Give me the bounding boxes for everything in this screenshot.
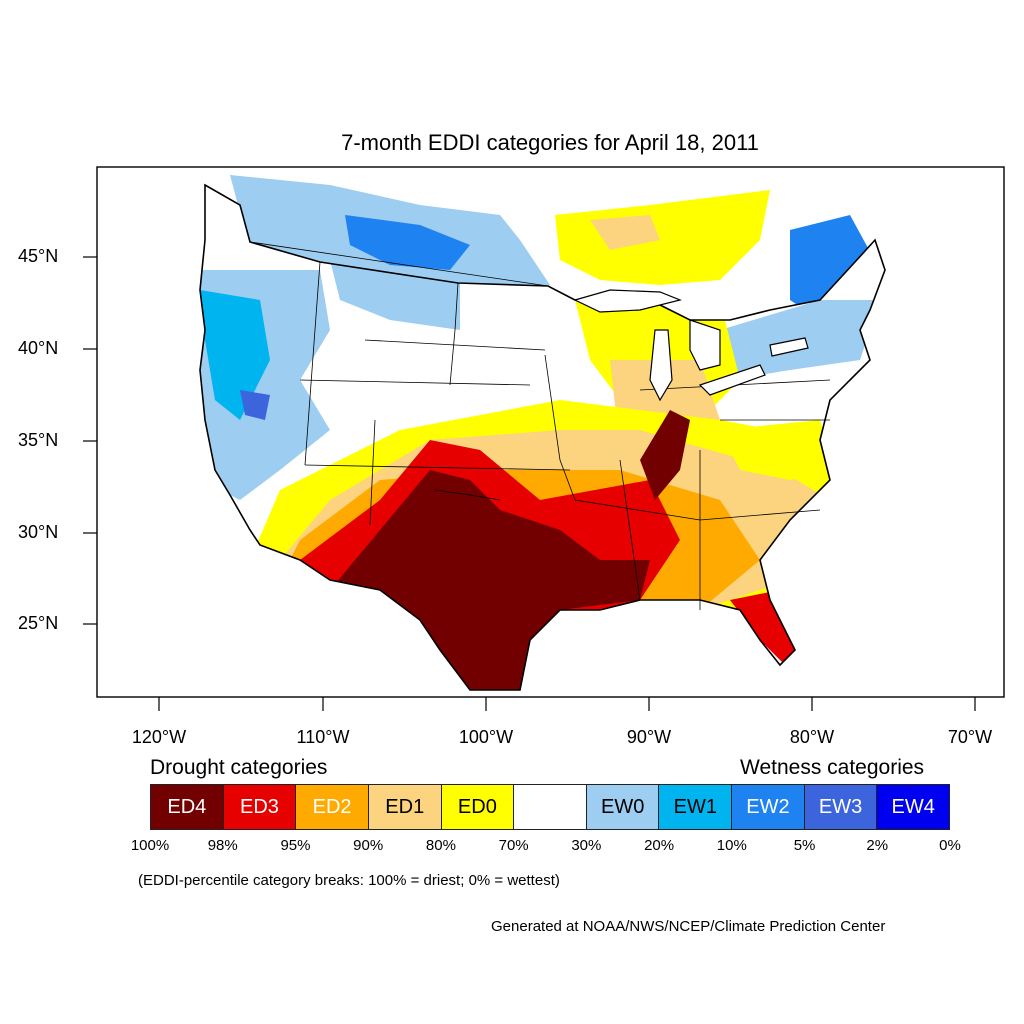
lake-ontario <box>769 337 809 357</box>
lon-label-120: 120°W <box>131 727 187 747</box>
drought-heading: Drought categories <box>150 756 328 779</box>
mid-atlantic-ed0-region <box>720 420 835 480</box>
map-plot-area <box>199 175 886 691</box>
lat-label-40: 40°N <box>18 338 59 358</box>
lat-ticks <box>83 256 97 625</box>
legend-cell-ew1: EW1 <box>659 785 733 829</box>
legend-cell-ed4: ED4 <box>151 785 224 829</box>
legend-cell-ew4: EW4 <box>877 785 950 829</box>
lake-michigan <box>649 329 673 402</box>
legend-cell-ed0: ED0 <box>441 785 515 829</box>
legend-cell-ew0: EW0 <box>586 785 660 829</box>
lake-superior <box>573 289 682 313</box>
lon-label-70: 70°W <box>947 727 993 747</box>
lon-label-90: 90°W <box>626 727 672 747</box>
legend-cell-ed2: ED2 <box>296 785 369 829</box>
legend-break-label: 10% <box>716 837 747 854</box>
lake-huron <box>689 319 721 371</box>
lon-ticks <box>158 697 976 711</box>
lat-label-45: 45°N <box>18 246 59 266</box>
map-frame <box>96 166 1005 698</box>
legend-break-label: 20% <box>644 837 675 854</box>
lake-erie <box>698 364 766 396</box>
west-ew1-region <box>200 290 270 420</box>
conus-fill <box>200 185 885 690</box>
florida-ed3-region <box>730 590 800 670</box>
lat-label-30: 30°N <box>18 522 59 542</box>
legend-break-label: 2% <box>866 837 889 854</box>
lon-label-100: 100°W <box>458 727 514 747</box>
canada-east-dry-region <box>555 190 770 285</box>
legend-break-label: 95% <box>280 837 311 854</box>
lon-label-110: 110°W <box>296 727 350 747</box>
legend-break-label: 80% <box>425 837 456 854</box>
map-title: 7-month EDDI categories for April 18, 20… <box>341 130 759 155</box>
legend-cell-ew3: EW3 <box>804 785 878 829</box>
lon-label-80: 80°W <box>789 727 835 747</box>
legend-cell-ew2: EW2 <box>732 785 805 829</box>
legend-break-label: 30% <box>571 837 602 854</box>
lat-label-25: 25°N <box>18 613 59 633</box>
conus-outline <box>199 183 886 691</box>
legend-break-label: 98% <box>207 837 238 854</box>
category-note: (EDDI-percentile category breaks: 100% =… <box>138 872 560 889</box>
great-lakes <box>573 289 809 402</box>
legend-break-label: 100% <box>130 837 170 854</box>
nevada-ew3-region <box>240 390 270 420</box>
legend-color-bar: ED4 ED3 ED2 ED1 ED0 EW0 EW1 EW2 EW3 EW4 <box>150 784 950 830</box>
legend-break-label: 5% <box>793 837 816 854</box>
legend-break-label: 70% <box>498 837 529 854</box>
legend-cell-ed1: ED1 <box>368 785 442 829</box>
legend-break-label: 0% <box>939 837 961 854</box>
ohio-valley-ed4-region <box>640 410 690 500</box>
legend-break-label: 90% <box>353 837 384 854</box>
canada-east-ed1-region <box>590 215 660 250</box>
state-borders <box>249 241 831 610</box>
wetness-heading: Wetness categories <box>740 756 925 779</box>
lat-label-35: 35°N <box>18 430 59 450</box>
credit-line: Generated at NOAA/NWS/NCEP/Climate Predi… <box>491 918 886 935</box>
legend-cell-normal <box>514 785 587 829</box>
canada-west-ew2-region <box>345 215 470 270</box>
legend-cell-ed3: ED3 <box>223 785 297 829</box>
